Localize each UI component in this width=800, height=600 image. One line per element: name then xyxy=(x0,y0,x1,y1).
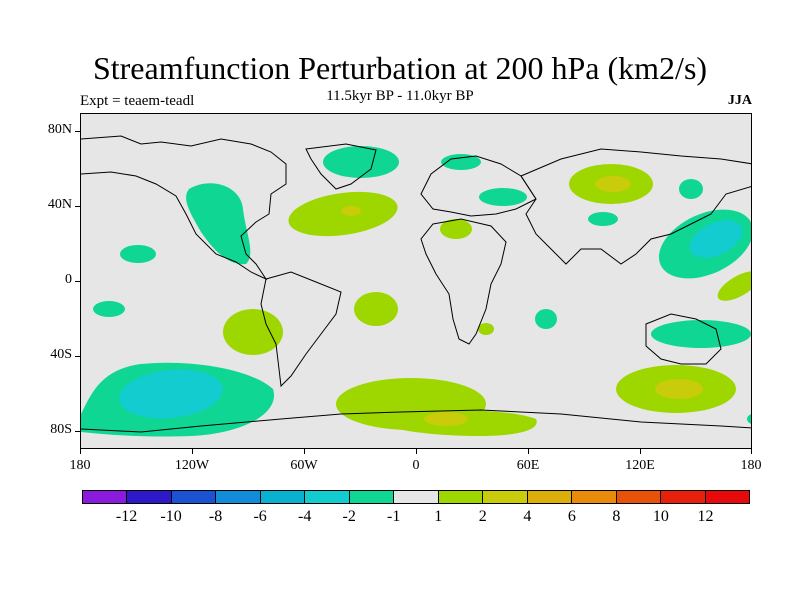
lon-label-0: 0 xyxy=(412,458,420,473)
colorbar-swatch xyxy=(171,491,217,503)
colorbar-tick-label: -4 xyxy=(297,508,312,525)
contour-pos-central-asia-core xyxy=(595,176,631,192)
contour-neg-antarctic-edge xyxy=(747,414,751,424)
colorbar-swatch xyxy=(127,491,172,503)
coast-australia xyxy=(645,313,722,365)
lon-tick xyxy=(528,449,529,454)
lat-label-equator: 0 xyxy=(65,272,72,287)
colorbar-swatch xyxy=(394,491,439,503)
contour-neg-scandinavia xyxy=(441,154,481,170)
contour-neg-south-indian xyxy=(535,309,557,329)
colorbar-swatch xyxy=(349,491,395,503)
colorbar-swatch xyxy=(438,491,484,503)
contour-neg-pacific-subtropic xyxy=(93,301,125,317)
colorbar-tick-label: -8 xyxy=(208,508,223,525)
contour-neg-south-pacific-core xyxy=(119,369,223,419)
contour-neg-north-pacific-americas xyxy=(186,183,251,265)
field-contours xyxy=(81,146,751,437)
colorbar-swatch xyxy=(305,491,350,503)
lat-tick xyxy=(75,431,80,432)
colorbar-swatch xyxy=(83,491,128,503)
colorbar xyxy=(82,490,750,504)
lon-label-120e: 120E xyxy=(625,458,655,473)
lon-label-120w: 120W xyxy=(174,458,210,473)
lon-tick xyxy=(640,449,641,454)
map-canvas xyxy=(81,135,751,437)
lon-tick xyxy=(304,449,305,454)
lon-label-60w: 60W xyxy=(290,458,318,473)
lat-tick xyxy=(75,281,80,282)
lat-label-80n: 80N xyxy=(47,122,72,137)
lat-tick xyxy=(75,206,80,207)
contour-pos-south-america-west xyxy=(223,309,283,355)
contour-pos-arabia xyxy=(440,219,472,239)
colorbar-tick-label: -6 xyxy=(253,508,267,525)
map-panel xyxy=(80,113,752,449)
colorbar-swatch xyxy=(483,491,528,503)
coast-asia xyxy=(520,148,751,265)
coast-africa xyxy=(420,218,507,345)
lon-label-60e: 60E xyxy=(516,458,540,473)
lon-tick xyxy=(192,449,193,454)
coast-north-america xyxy=(81,135,287,281)
colorbar-tick-label: -1 xyxy=(387,508,401,525)
lon-label-180e: 180 xyxy=(740,458,762,473)
lon-tick xyxy=(751,449,752,454)
colorbar-tick-label: 8 xyxy=(612,508,621,525)
colorbar-tick-label: 4 xyxy=(523,508,532,525)
season-label: JJA xyxy=(727,93,752,108)
colorbar-tick-label: 10 xyxy=(652,508,669,525)
colorbar-tick-label: -10 xyxy=(160,508,182,525)
contour-neg-central-pacific xyxy=(120,245,156,263)
contour-neg-australia xyxy=(651,320,751,348)
colorbar-tick-label: -2 xyxy=(342,508,356,525)
contour-pos-western-pacific-tropics xyxy=(717,271,751,301)
contour-neg-west-pacific-core xyxy=(689,220,743,258)
contour-neg-central-asia xyxy=(588,212,618,226)
lat-label-80s: 80S xyxy=(50,422,72,437)
lon-label-180w: 180 xyxy=(69,458,91,473)
colorbar-tick-label: 2 xyxy=(478,508,487,525)
colorbar-swatch xyxy=(260,491,306,503)
plot-subtitle: 11.5kyr BP - 11.0kyr BP xyxy=(326,88,474,104)
coast-south-america xyxy=(260,271,342,388)
colorbar-tick-label: 1 xyxy=(434,508,443,525)
colorbar-swatch xyxy=(527,491,573,503)
contour-pos-southern-indian-core xyxy=(655,379,703,399)
contour-pos-antarctic-atlantic-core xyxy=(424,412,468,426)
colorbar-swatch xyxy=(705,491,750,503)
lon-tick xyxy=(80,449,81,454)
experiment-label: Expt = teaem-teadl xyxy=(80,93,195,109)
lat-label-40n: 40N xyxy=(47,197,72,212)
contour-neg-east-asia xyxy=(679,179,703,199)
coast-greenland xyxy=(305,143,377,190)
colorbar-swatch xyxy=(661,491,706,503)
lon-tick xyxy=(416,449,417,454)
coastlines xyxy=(81,135,751,433)
contour-neg-eastern-europe xyxy=(479,188,527,206)
coast-antarctica xyxy=(81,409,751,433)
colorbar-tick-label: -12 xyxy=(115,508,138,525)
lat-label-40s: 40S xyxy=(50,347,72,362)
contour-pos-madagascar xyxy=(478,323,494,335)
contour-pos-north-atlantic-core xyxy=(341,206,361,216)
lat-tick xyxy=(75,356,80,357)
colorbar-tick-label: 12 xyxy=(697,508,714,525)
contour-neg-arctic-atlantic xyxy=(323,146,399,178)
lat-tick xyxy=(75,131,80,132)
contour-pos-south-atlantic xyxy=(354,292,398,326)
plot-title: Streamfunction Perturbation at 200 hPa (… xyxy=(92,50,708,86)
colorbar-swatch xyxy=(616,491,662,503)
colorbar-swatch xyxy=(572,491,617,503)
colorbar-swatch xyxy=(216,491,261,503)
colorbar-tick-label: 6 xyxy=(567,508,576,525)
